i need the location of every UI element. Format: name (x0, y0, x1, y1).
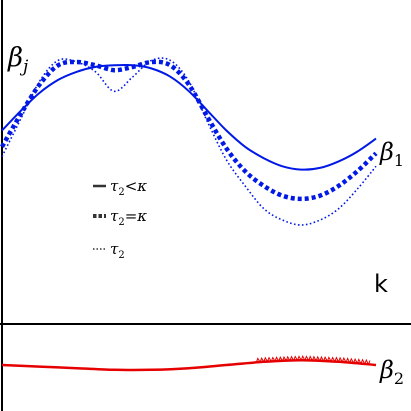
legend-entry-solid: τ2<κ (93, 177, 147, 198)
series-label-beta2: β2 (379, 356, 404, 388)
legend-entry-thick-dashed: τ2=κ (93, 207, 147, 228)
legend: τ2<κ τ2=κ τ2 (93, 177, 147, 261)
legend-text-dotted: τ2 (110, 240, 125, 261)
x-axis-label: k (374, 270, 388, 298)
y-axis-label: βj (7, 43, 29, 77)
legend-text-thick-dashed: τ2=κ (110, 207, 147, 228)
series-layer (0, 57, 378, 372)
legend-text-solid: τ2<κ (110, 177, 147, 198)
series-ripple-beta2 (255, 354, 371, 366)
series-label-beta1: β1 (379, 138, 404, 170)
series-line-beta1 (1, 63, 377, 171)
series-line-tau2 (1, 57, 377, 226)
series-line-tau2-eq-kappa (0, 59, 378, 202)
legend-entry-dotted: τ2 (93, 240, 125, 261)
